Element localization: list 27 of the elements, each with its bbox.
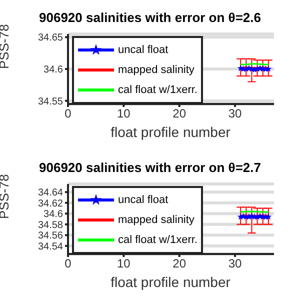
legend-label: mapped salinity <box>118 64 194 76</box>
x-tick-label: 0 <box>64 256 72 271</box>
x-tick-label: 10 <box>116 106 131 121</box>
legend-label: mapped salinity <box>118 214 194 226</box>
chart-title: 906920 salinities with error on θ=2.6 <box>38 10 262 25</box>
x-axis-title: float profile number <box>110 274 232 290</box>
x-tick-label: 20 <box>172 106 186 121</box>
legend-label: uncal float <box>118 194 168 206</box>
y-tick-label: 34.62 <box>38 198 64 210</box>
x-tick-label: 30 <box>228 106 242 121</box>
x-tick-label: 10 <box>116 256 131 271</box>
legend-label: cal float w/1xerr. <box>118 234 198 246</box>
y-tick-label: 34.6 <box>44 64 64 76</box>
x-tick-label: 30 <box>228 256 242 271</box>
y-tick-label: 34.65 <box>38 32 64 44</box>
x-tick-label: 0 <box>64 106 72 121</box>
y-tick-label: 34.6 <box>44 209 64 220</box>
chart-title: 906920 salinities with error on θ=2.7 <box>38 160 262 175</box>
y-tick-label: 34.54 <box>38 241 64 252</box>
x-axis-title: float profile number <box>110 124 232 140</box>
legend-label: uncal float <box>118 44 168 56</box>
y-tick-label: 34.56 <box>38 230 64 242</box>
y-tick-label: 34.58 <box>38 220 64 231</box>
x-tick-label: 20 <box>172 256 186 271</box>
y-tick-label: 34.64 <box>38 188 64 199</box>
y-tick-label: 34.55 <box>38 96 64 108</box>
legend-label: cal float w/1xerr. <box>118 84 198 96</box>
